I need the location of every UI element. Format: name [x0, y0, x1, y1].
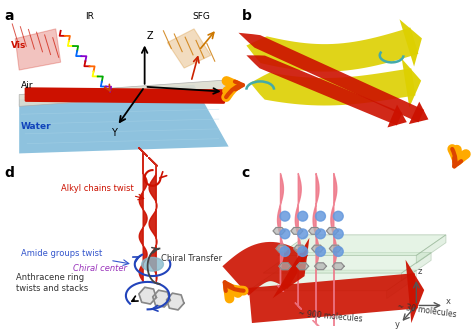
Polygon shape: [246, 55, 402, 125]
Text: Y: Y: [111, 128, 117, 138]
Text: Z: Z: [146, 31, 153, 41]
Text: Alkyl chains twist: Alkyl chains twist: [61, 184, 133, 193]
Polygon shape: [166, 293, 184, 310]
Polygon shape: [139, 287, 156, 304]
Polygon shape: [400, 19, 422, 67]
Circle shape: [280, 247, 290, 256]
Polygon shape: [249, 273, 418, 323]
Circle shape: [298, 247, 308, 256]
Polygon shape: [246, 27, 419, 72]
Text: Chiral center: Chiral center: [73, 264, 127, 273]
Circle shape: [316, 229, 326, 239]
Circle shape: [333, 247, 343, 256]
Polygon shape: [297, 263, 309, 270]
Text: c: c: [241, 166, 250, 180]
Circle shape: [316, 211, 326, 221]
Text: Water: Water: [21, 122, 52, 131]
Text: a: a: [4, 9, 14, 23]
Circle shape: [298, 229, 308, 239]
Polygon shape: [291, 227, 303, 234]
Polygon shape: [309, 227, 320, 234]
Circle shape: [316, 247, 326, 256]
Circle shape: [333, 229, 343, 239]
Polygon shape: [294, 245, 306, 252]
Polygon shape: [279, 263, 291, 270]
Text: ~ 900 molecules: ~ 900 molecules: [298, 309, 363, 323]
Text: Amide groups twist: Amide groups twist: [21, 249, 102, 258]
Text: y: y: [394, 320, 400, 329]
Polygon shape: [263, 252, 431, 273]
Text: Vis: Vis: [11, 42, 27, 50]
Polygon shape: [315, 263, 327, 270]
Polygon shape: [19, 85, 228, 153]
Circle shape: [298, 211, 308, 221]
Polygon shape: [327, 227, 338, 234]
Polygon shape: [406, 260, 424, 323]
Polygon shape: [409, 102, 428, 124]
Polygon shape: [332, 263, 344, 270]
Polygon shape: [387, 105, 407, 127]
Text: Air: Air: [21, 81, 34, 90]
Polygon shape: [15, 29, 61, 70]
Circle shape: [280, 229, 290, 239]
Text: d: d: [4, 166, 14, 180]
Polygon shape: [278, 235, 446, 255]
Polygon shape: [153, 290, 170, 307]
Polygon shape: [401, 252, 431, 281]
Text: Chiral Transfer: Chiral Transfer: [162, 254, 223, 263]
Polygon shape: [329, 245, 341, 252]
Text: IR: IR: [85, 12, 94, 21]
Polygon shape: [311, 245, 323, 252]
Text: x: x: [446, 297, 451, 307]
Polygon shape: [402, 59, 421, 108]
Polygon shape: [238, 33, 424, 122]
Circle shape: [333, 211, 343, 221]
Polygon shape: [222, 242, 308, 296]
Polygon shape: [19, 80, 228, 106]
Text: SFG: SFG: [192, 12, 210, 21]
Polygon shape: [248, 270, 416, 291]
Text: ~ 30 molecules: ~ 30 molecules: [397, 302, 457, 319]
Polygon shape: [250, 68, 416, 106]
Polygon shape: [273, 227, 285, 234]
Polygon shape: [387, 270, 416, 299]
Polygon shape: [276, 245, 288, 252]
Text: x: x: [227, 83, 232, 94]
Ellipse shape: [142, 257, 164, 271]
Circle shape: [280, 211, 290, 221]
Text: b: b: [241, 9, 251, 23]
Polygon shape: [167, 29, 211, 68]
Polygon shape: [273, 238, 310, 298]
Polygon shape: [416, 235, 446, 263]
Text: Anthracene ring
twists and stacks: Anthracene ring twists and stacks: [16, 273, 89, 293]
Text: z: z: [417, 267, 422, 276]
